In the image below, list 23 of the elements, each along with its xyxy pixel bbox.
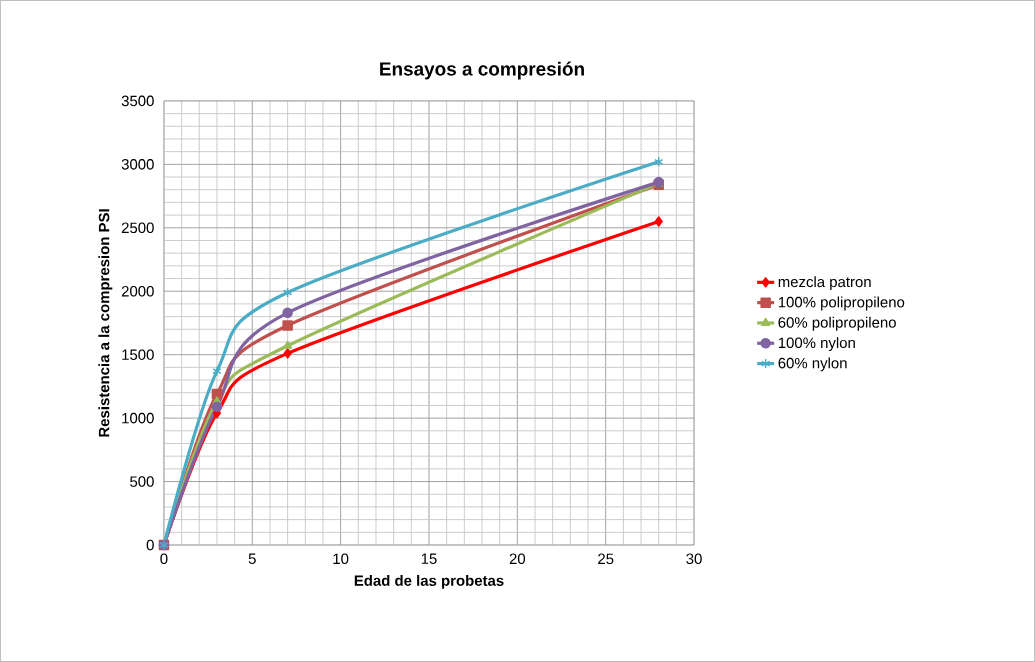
chart-title: Ensayos a compresión <box>380 61 584 80</box>
x-tick-label: 15 <box>421 553 437 564</box>
y-tick-label: 2000 <box>121 285 154 297</box>
x-tick-label: 25 <box>598 553 614 565</box>
x-tick-label: 20 <box>509 553 526 565</box>
y-axis-title: Resistencia a la compresion PSI <box>98 209 113 437</box>
x-tick-label: 5 <box>248 553 256 564</box>
legend-label: 100% nylon <box>778 337 855 352</box>
y-tick-label: 2500 <box>121 222 154 234</box>
y-tick-label: 500 <box>130 476 154 487</box>
x-axis-title: Edad de las probetas <box>354 574 504 589</box>
x-tick-label: 0 <box>160 553 168 565</box>
legend-label: mezcla patron <box>778 276 871 291</box>
y-tick-label: 3000 <box>121 159 154 170</box>
y-tick-label: 0 <box>146 539 154 551</box>
legend-label: 100% polipropileno <box>778 296 905 311</box>
y-tick-label: 1000 <box>122 412 154 424</box>
x-tick-label: 30 <box>686 553 702 565</box>
y-tick-label: 1500 <box>122 349 154 360</box>
x-tick-label: 10 <box>333 553 349 565</box>
y-tick-label: 3500 <box>121 95 154 107</box>
legend-label: 60% nylon <box>778 357 847 372</box>
legend-label: 60% polipropileno <box>778 316 896 331</box>
